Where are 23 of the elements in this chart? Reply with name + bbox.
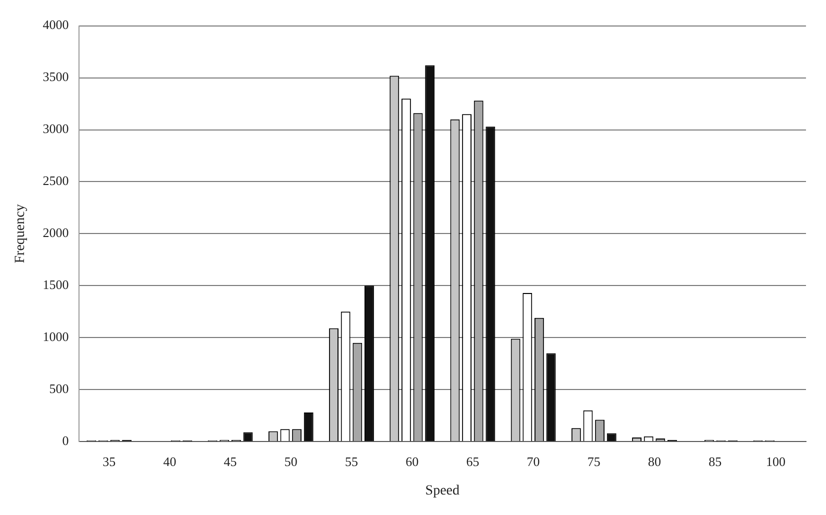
x-tick-label: 55 xyxy=(345,454,358,469)
x-tick-label: 50 xyxy=(284,454,298,469)
x-tick-label: 70 xyxy=(526,454,540,469)
x-tick-label: 80 xyxy=(648,454,661,469)
x-tick-label: 35 xyxy=(102,454,116,469)
y-tick-label: 0 xyxy=(62,433,69,448)
x-axis-title: Speed xyxy=(425,483,460,498)
x-tick-label: 100 xyxy=(766,454,786,469)
y-tick-label: 1500 xyxy=(42,277,69,292)
y-tick-label: 3000 xyxy=(42,121,69,136)
x-tick-label: 45 xyxy=(224,454,237,469)
y-tick-label: 4000 xyxy=(42,17,69,32)
y-tick-label: 1000 xyxy=(42,329,69,344)
y-tick-label: 500 xyxy=(49,381,69,396)
y-tick-label: 2500 xyxy=(42,173,69,188)
x-tick-label: 40 xyxy=(163,454,176,469)
y-axis-title: Frequency xyxy=(13,204,28,264)
x-tick-label: 65 xyxy=(466,454,480,469)
x-tick-label: 85 xyxy=(708,454,722,469)
y-tick-label: 2000 xyxy=(42,225,69,240)
x-tick-label: 75 xyxy=(587,454,600,469)
y-tick-label: 3500 xyxy=(42,69,69,84)
x-tick-label: 60 xyxy=(406,454,419,469)
